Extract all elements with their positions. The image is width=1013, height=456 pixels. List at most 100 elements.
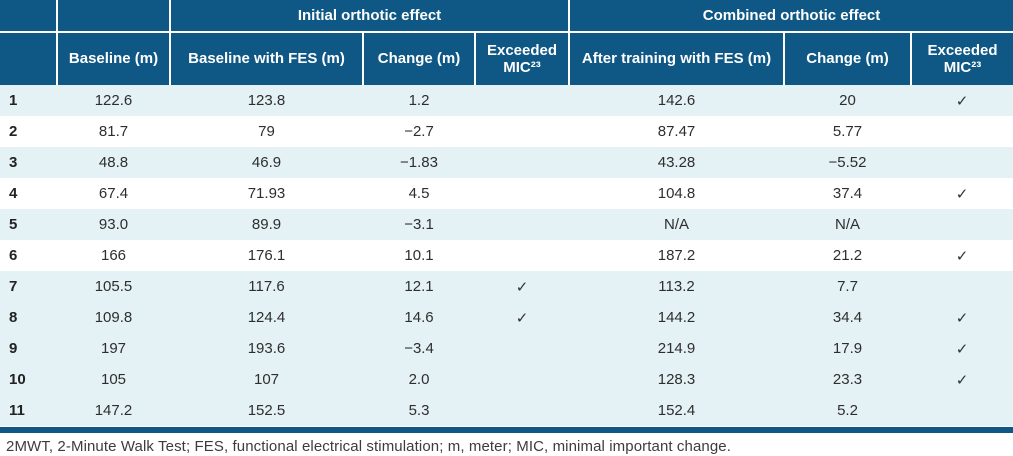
corner-cell-baseline bbox=[57, 0, 171, 33]
change-initial-cell: −3.1 bbox=[363, 209, 475, 240]
group-header-combined-orthotic-effect: Combined orthotic effect bbox=[569, 0, 1013, 33]
exceeded-mic-combined-cell: ✓ bbox=[911, 364, 1013, 395]
column-header-exceeded-mic-combined: Exceeded MIC²³ bbox=[911, 32, 1013, 85]
participant-id: 1 bbox=[0, 85, 57, 116]
exceeded-mic-initial-cell bbox=[475, 178, 570, 209]
baseline-cell: 109.8 bbox=[57, 302, 170, 333]
after-training-cell: 104.8 bbox=[569, 178, 785, 209]
baseline-fes-cell: 117.6 bbox=[170, 271, 363, 302]
exceeded-mic-initial-cell: ✓ bbox=[475, 302, 570, 333]
exceeded-mic-initial-cell bbox=[475, 333, 570, 364]
table-row: 3 48.8 46.9 −1.83 43.28 −5.52 bbox=[0, 147, 1013, 178]
baseline-fes-cell: 193.6 bbox=[170, 333, 363, 364]
change-combined-cell: 20 bbox=[784, 85, 912, 116]
baseline-cell: 105 bbox=[57, 364, 170, 395]
exceeded-mic-combined-cell: ✓ bbox=[911, 333, 1013, 364]
group-header-row: Initial orthotic effect Combined orthoti… bbox=[0, 0, 1013, 33]
column-header-after-training-with-fes: After training with FES (m) bbox=[569, 32, 786, 85]
baseline-fes-cell: 89.9 bbox=[170, 209, 363, 240]
change-combined-cell: N/A bbox=[784, 209, 912, 240]
change-initial-cell: −1.83 bbox=[363, 147, 475, 178]
participant-id: 11 bbox=[0, 395, 57, 426]
participant-id: 8 bbox=[0, 302, 57, 333]
bottom-rule bbox=[0, 427, 1013, 433]
exceeded-mic-combined-cell bbox=[911, 395, 1013, 426]
after-training-cell: 214.9 bbox=[569, 333, 785, 364]
change-initial-cell: −2.7 bbox=[363, 116, 475, 147]
table-row: 6 166 176.1 10.1 187.2 21.2 ✓ bbox=[0, 240, 1013, 271]
after-training-cell: 128.3 bbox=[569, 364, 785, 395]
change-initial-cell: −3.4 bbox=[363, 333, 475, 364]
after-training-cell: 113.2 bbox=[569, 271, 785, 302]
exceeded-mic-combined-cell bbox=[911, 209, 1013, 240]
participant-id: 7 bbox=[0, 271, 57, 302]
change-combined-cell: 34.4 bbox=[784, 302, 912, 333]
table-row: 7 105.5 117.6 12.1 ✓ 113.2 7.7 bbox=[0, 271, 1013, 302]
baseline-fes-cell: 71.93 bbox=[170, 178, 363, 209]
change-initial-cell: 5.3 bbox=[363, 395, 475, 426]
baseline-cell: 197 bbox=[57, 333, 170, 364]
column-header-exceeded-mic-initial: Exceeded MIC²³ bbox=[475, 32, 571, 85]
change-combined-cell: 23.3 bbox=[784, 364, 912, 395]
after-training-cell: 87.47 bbox=[569, 116, 785, 147]
exceeded-mic-combined-cell: ✓ bbox=[911, 85, 1013, 116]
baseline-fes-cell: 46.9 bbox=[170, 147, 363, 178]
table-row: 11 147.2 152.5 5.3 152.4 5.2 bbox=[0, 395, 1013, 426]
corner-cell-id bbox=[0, 0, 58, 33]
participant-id: 4 bbox=[0, 178, 57, 209]
change-initial-cell: 14.6 bbox=[363, 302, 475, 333]
table-header: Initial orthotic effect Combined orthoti… bbox=[0, 0, 1013, 85]
baseline-fes-cell: 124.4 bbox=[170, 302, 363, 333]
change-combined-cell: 7.7 bbox=[784, 271, 912, 302]
column-header-change-combined: Change (m) bbox=[784, 32, 913, 85]
column-header-row: Baseline (m) Baseline with FES (m) Chang… bbox=[0, 32, 1013, 85]
exceeded-mic-initial-cell bbox=[475, 116, 570, 147]
baseline-fes-cell: 123.8 bbox=[170, 85, 363, 116]
change-combined-cell: 17.9 bbox=[784, 333, 912, 364]
baseline-cell: 122.6 bbox=[57, 85, 170, 116]
exceeded-mic-initial-cell bbox=[475, 147, 570, 178]
change-combined-cell: 37.4 bbox=[784, 178, 912, 209]
table-body: 1 122.6 123.8 1.2 142.6 20 ✓ 2 81.7 79 −… bbox=[0, 85, 1013, 426]
table-row: 5 93.0 89.9 −3.1 N/A N/A bbox=[0, 209, 1013, 240]
baseline-cell: 48.8 bbox=[57, 147, 170, 178]
table-row: 9 197 193.6 −3.4 214.9 17.9 ✓ bbox=[0, 333, 1013, 364]
baseline-cell: 67.4 bbox=[57, 178, 170, 209]
change-combined-cell: 5.77 bbox=[784, 116, 912, 147]
exceeded-mic-initial-cell bbox=[475, 85, 570, 116]
after-training-cell: 152.4 bbox=[569, 395, 785, 426]
change-initial-cell: 12.1 bbox=[363, 271, 475, 302]
after-training-cell: 144.2 bbox=[569, 302, 785, 333]
exceeded-mic-combined-cell: ✓ bbox=[911, 240, 1013, 271]
baseline-fes-cell: 107 bbox=[170, 364, 363, 395]
change-combined-cell: 5.2 bbox=[784, 395, 912, 426]
participant-id: 3 bbox=[0, 147, 57, 178]
after-training-cell: 142.6 bbox=[569, 85, 785, 116]
baseline-fes-cell: 152.5 bbox=[170, 395, 363, 426]
participant-id: 6 bbox=[0, 240, 57, 271]
fes-2mwt-results-table: Initial orthotic effect Combined orthoti… bbox=[0, 0, 1013, 426]
baseline-cell: 147.2 bbox=[57, 395, 170, 426]
baseline-cell: 105.5 bbox=[57, 271, 170, 302]
column-header-baseline: Baseline (m) bbox=[57, 32, 171, 85]
exceeded-mic-initial-cell: ✓ bbox=[475, 271, 570, 302]
exceeded-mic-combined-cell bbox=[911, 116, 1013, 147]
change-initial-cell: 2.0 bbox=[363, 364, 475, 395]
exceeded-mic-initial-cell bbox=[475, 209, 570, 240]
baseline-fes-cell: 176.1 bbox=[170, 240, 363, 271]
exceeded-mic-combined-cell bbox=[911, 271, 1013, 302]
table-row: 8 109.8 124.4 14.6 ✓ 144.2 34.4 ✓ bbox=[0, 302, 1013, 333]
exceeded-mic-initial-cell bbox=[475, 395, 570, 426]
participant-id: 9 bbox=[0, 333, 57, 364]
change-initial-cell: 1.2 bbox=[363, 85, 475, 116]
change-initial-cell: 4.5 bbox=[363, 178, 475, 209]
exceeded-mic-initial-cell bbox=[475, 240, 570, 271]
abbreviations-footnote: 2MWT, 2-Minute Walk Test; FES, functiona… bbox=[6, 438, 731, 455]
participant-id: 10 bbox=[0, 364, 57, 395]
column-header-baseline-with-fes: Baseline with FES (m) bbox=[170, 32, 364, 85]
exceeded-mic-combined-cell: ✓ bbox=[911, 178, 1013, 209]
baseline-cell: 93.0 bbox=[57, 209, 170, 240]
after-training-cell: 43.28 bbox=[569, 147, 785, 178]
change-combined-cell: −5.52 bbox=[784, 147, 912, 178]
